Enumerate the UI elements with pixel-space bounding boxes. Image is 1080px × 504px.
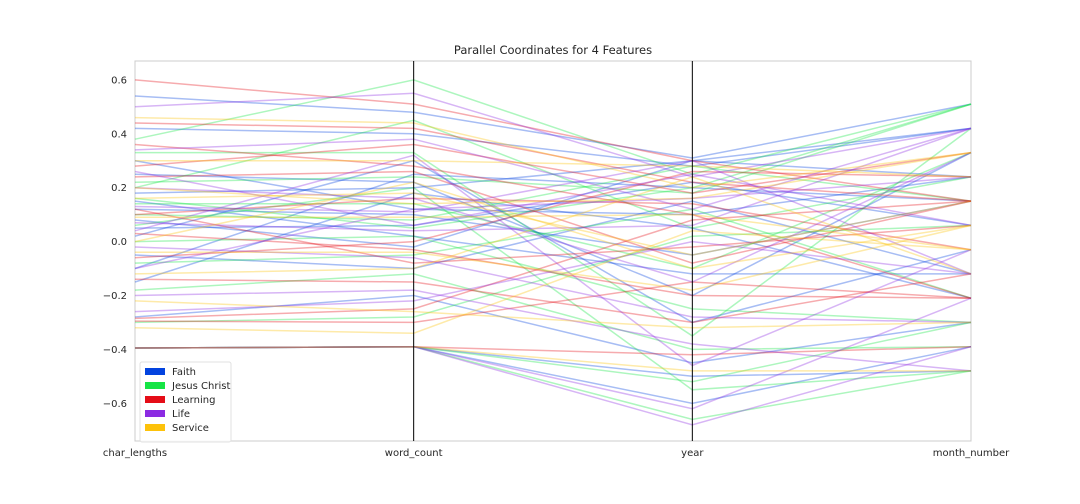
data-line <box>134 200 972 320</box>
data-line <box>134 181 972 229</box>
data-line <box>134 159 972 216</box>
data-line <box>134 143 972 194</box>
data-line <box>134 159 972 324</box>
legend-label: Jesus Christ <box>171 381 230 392</box>
data-line <box>134 224 972 324</box>
y-tick-label: −0.2 <box>103 291 127 302</box>
data-line <box>135 127 972 337</box>
data-line <box>134 79 972 175</box>
feature-label: year <box>681 448 704 459</box>
data-line <box>134 273 972 324</box>
data-line <box>134 127 972 167</box>
legend-label: Service <box>172 423 209 434</box>
data-line <box>135 213 972 251</box>
data-line <box>134 95 972 159</box>
legend-label: Life <box>172 409 190 420</box>
y-tick-label: −0.4 <box>103 345 127 356</box>
data-line <box>134 297 972 410</box>
data-line <box>134 230 972 334</box>
data-line <box>134 170 972 259</box>
data-line <box>134 127 972 248</box>
data-line <box>134 181 972 270</box>
data-line <box>134 345 972 405</box>
feature-label: month_number <box>933 448 1010 459</box>
data-line <box>134 79 972 202</box>
data-line <box>134 197 972 251</box>
data-line <box>134 122 972 202</box>
data-line <box>134 192 972 256</box>
legend-swatch <box>145 410 165 417</box>
data-line <box>134 127 972 232</box>
data-line <box>135 151 972 270</box>
y-tick-label: 0.2 <box>111 183 127 194</box>
legend-label: Faith <box>172 367 196 378</box>
data-line <box>134 127 972 210</box>
data-line <box>134 165 972 221</box>
feature-labels: char_lengths word_count year month_number <box>103 448 1010 459</box>
data-line <box>134 273 972 351</box>
data-line <box>134 170 972 227</box>
y-tick-label: 0.0 <box>111 237 127 248</box>
data-line <box>134 321 972 383</box>
y-tick-label: 0.4 <box>111 129 127 140</box>
data-line <box>134 119 972 229</box>
data-line <box>134 151 972 297</box>
legend-swatch <box>145 424 165 431</box>
data-line <box>135 224 972 291</box>
data-line <box>134 186 972 391</box>
data-line <box>134 92 972 178</box>
data-line <box>134 345 971 372</box>
data-line <box>134 345 972 378</box>
data-line <box>134 235 972 324</box>
data-line <box>134 345 972 356</box>
data-line <box>134 143 972 299</box>
data-line <box>134 200 972 275</box>
data-line <box>134 289 972 372</box>
plot-area <box>134 60 972 442</box>
data-line <box>134 116 972 189</box>
legend-swatch <box>145 396 165 403</box>
data-line <box>134 176 972 270</box>
legend: Faith Jesus Christ Learning Life Service <box>139 361 232 443</box>
feature-label: char_lengths <box>103 448 167 459</box>
data-line <box>134 232 972 299</box>
y-tick-label: 0.6 <box>111 75 127 86</box>
data-line <box>134 200 972 256</box>
data-line <box>134 159 972 194</box>
data-line <box>134 151 972 283</box>
data-line <box>134 208 972 299</box>
data-line <box>134 176 972 275</box>
data-line <box>134 103 972 194</box>
data-line <box>135 159 972 178</box>
data-line <box>134 151 972 205</box>
data-line <box>134 170 972 264</box>
data-line <box>134 173 972 270</box>
data-line <box>134 159 972 275</box>
legend-label: Learning <box>172 395 215 406</box>
data-line <box>134 240 972 313</box>
data-line <box>134 294 972 364</box>
data-line <box>134 345 972 421</box>
data-line <box>134 345 972 426</box>
feature-label: word_count <box>385 448 443 459</box>
feature-axes <box>413 61 693 441</box>
data-lines <box>134 79 972 426</box>
data-line <box>134 281 972 324</box>
data-line <box>134 103 972 229</box>
legend-swatch <box>145 382 165 389</box>
y-tick-label: −0.6 <box>103 399 127 410</box>
data-line <box>134 300 972 329</box>
legend-swatch <box>145 368 165 375</box>
data-line <box>134 154 972 367</box>
data-line <box>134 208 972 264</box>
data-line <box>134 246 972 324</box>
data-line <box>134 192 972 299</box>
y-tick-labels: 0.6 0.4 0.2 0.0 −0.2 −0.4 −0.6 <box>103 75 127 409</box>
data-line <box>134 200 971 275</box>
chart-title: Parallel Coordinates for 4 Features <box>454 43 652 57</box>
